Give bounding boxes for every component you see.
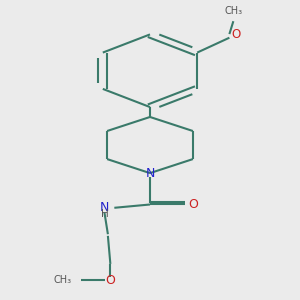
Text: O: O <box>105 274 115 287</box>
Text: O: O <box>231 28 241 41</box>
Text: N: N <box>145 167 155 180</box>
Text: O: O <box>189 198 199 211</box>
Text: H: H <box>100 209 108 219</box>
Text: CH₃: CH₃ <box>54 275 72 285</box>
Text: CH₃: CH₃ <box>224 6 242 16</box>
Text: N: N <box>100 201 109 214</box>
